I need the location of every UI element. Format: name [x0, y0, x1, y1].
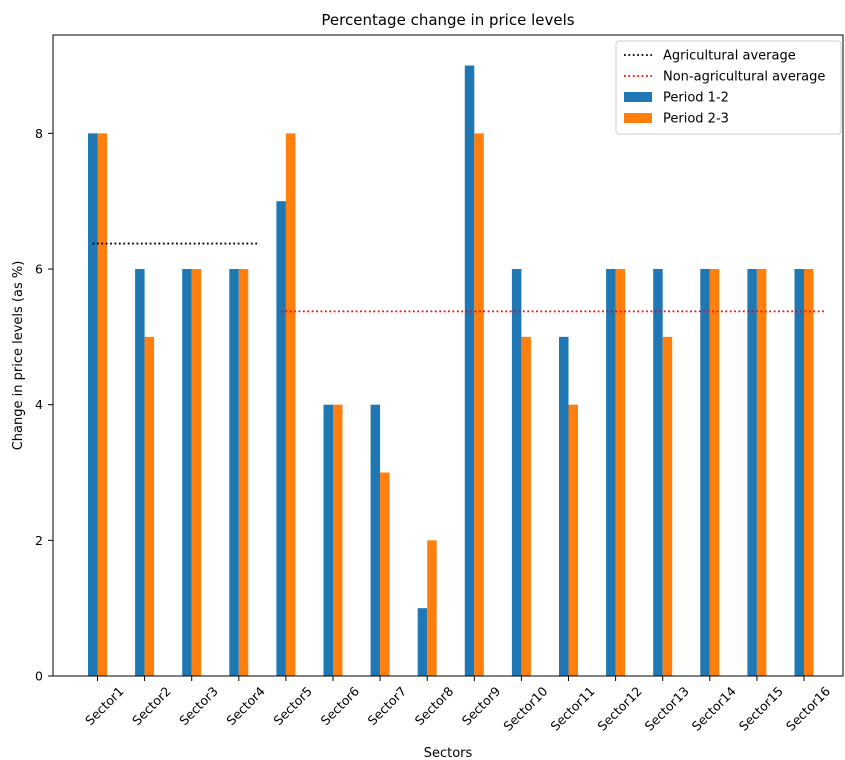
x-tick-label: Sector3	[176, 684, 221, 729]
bar-period-1-2-sector14	[700, 269, 710, 676]
x-tick-label: Sector4	[223, 683, 268, 728]
bar-period-1-2-sector1	[88, 133, 98, 676]
legend-box	[615, 40, 842, 135]
legend-period-1-2-swatch	[624, 92, 652, 102]
bar-period-1-2-sector9	[464, 65, 475, 677]
bar-period-1-2-sector8	[417, 608, 428, 676]
bar-period-2-3-sector4	[238, 269, 249, 676]
legend-non-agricultural-average-label: Non-agricultural average	[663, 70, 825, 85]
bar-period-2-3-sector1	[97, 133, 107, 676]
x-tick-label: Sector13	[642, 684, 692, 734]
bar-period-2-3-sector16	[804, 269, 814, 676]
y-tick-label: 6	[35, 262, 43, 277]
y-tick-label: 8	[35, 126, 43, 141]
chart-title: Percentage change in price levels	[321, 11, 574, 29]
x-tick-label: Sector15	[736, 684, 786, 734]
bar-period-2-3-sector15	[756, 269, 767, 676]
y-tick-label: 4	[35, 397, 43, 412]
x-tick-label: Sector1	[82, 684, 127, 729]
legend-period-2-3-swatch	[624, 113, 652, 123]
bar-period-2-3-sector14	[709, 269, 720, 676]
legend-period-2-3-label: Period 2-3	[663, 112, 729, 127]
plot-frame	[52, 34, 844, 677]
x-tick-label: Sector10	[500, 683, 550, 733]
y-tick-label: 2	[35, 533, 43, 548]
bar-period-2-3-sector6	[333, 404, 343, 676]
bar-period-2-3-sector11	[568, 404, 578, 676]
bar-period-1-2-sector5	[276, 201, 286, 676]
bar-period-1-2-sector13	[653, 269, 663, 676]
x-tick-label: Sector6	[317, 683, 362, 728]
x-tick-label: Sector14	[689, 683, 739, 733]
x-tick-label: Sector8	[412, 683, 457, 728]
x-tick-label: Sector16	[783, 683, 833, 733]
y-tick-label: 0	[35, 669, 43, 684]
bar-period-2-3-sector10	[521, 336, 531, 676]
bar-period-2-3-sector2	[144, 336, 155, 676]
y-axis-label: Change in price levels (as %)	[11, 261, 26, 451]
bar-period-2-3-sector7	[380, 472, 390, 676]
bar-period-1-2-sector4	[229, 269, 239, 676]
bar-period-1-2-sector16	[794, 269, 804, 676]
x-tick-label: Sector9	[459, 683, 504, 728]
bar-period-1-2-sector3	[182, 269, 192, 676]
bar-period-1-2-sector7	[370, 404, 381, 676]
x-tick-label: Sector11	[547, 684, 597, 734]
bar-period-1-2-sector11	[559, 336, 569, 676]
bar-period-2-3-sector3	[191, 269, 202, 676]
bar-period-1-2-sector10	[511, 269, 522, 676]
bar-period-1-2-sector15	[747, 269, 757, 676]
x-axis-label: Sectors	[424, 746, 473, 760]
bar-period-1-2-sector2	[135, 269, 145, 676]
legend-period-1-2-label: Period 1-2	[663, 91, 729, 106]
bar-period-1-2-sector6	[323, 404, 333, 676]
bar-period-2-3-sector9	[474, 133, 484, 676]
bar-period-2-3-sector8	[427, 540, 437, 676]
bar-period-1-2-sector12	[606, 269, 616, 676]
x-tick-label: Sector12	[594, 684, 644, 734]
x-tick-label: Sector2	[129, 684, 174, 729]
x-tick-label: Sector5	[270, 684, 315, 729]
bar-period-2-3-sector13	[662, 336, 673, 676]
legend-agricultural-average-label: Agricultural average	[663, 49, 796, 64]
bar-period-2-3-sector5	[285, 133, 296, 676]
x-tick-label: Sector7	[365, 684, 410, 729]
bar-period-2-3-sector12	[615, 269, 626, 676]
